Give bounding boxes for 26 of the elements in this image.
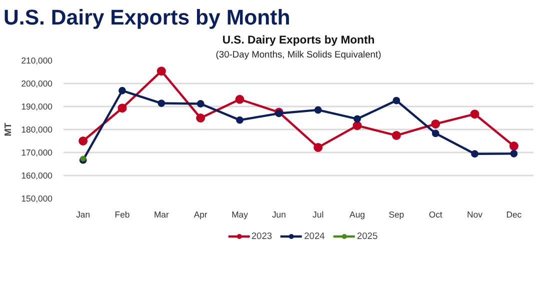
y-tick-label: 190,000 [21, 102, 53, 112]
x-tick-label: May [232, 210, 249, 220]
x-tick-label: Nov [467, 210, 484, 220]
x-tick-label: Jan [76, 210, 90, 220]
chart-title: U.S. Dairy Exports by Month [222, 34, 375, 46]
y-tick-label: 200,000 [21, 78, 53, 88]
x-tick-label: Dec [506, 210, 522, 220]
y-tick-label: 150,000 [21, 194, 53, 204]
x-tick-label: Jun [272, 210, 286, 220]
x-tick-label: Aug [350, 210, 366, 220]
legend-label: 2023 [251, 231, 272, 241]
y-tick-label: 170,000 [21, 148, 53, 158]
chart-subtitle: (30-Day Months, Milk Solids Equivalent) [216, 50, 382, 60]
y-axis-title: MT [3, 122, 14, 136]
text: U.S. Dairy Exports by Month [4, 6, 290, 30]
legend-label: 2024 [304, 231, 325, 241]
y-tick-label: 160,000 [21, 170, 53, 180]
x-tick-label: Sep [388, 210, 404, 220]
legend-label: 2025 [356, 231, 378, 241]
x-tick-label: Apr [194, 210, 208, 220]
x-tick-label: Feb [114, 210, 130, 220]
x-tick-label: Jul [312, 210, 324, 220]
y-tick-label: 210,000 [21, 56, 53, 66]
y-tick-label: 180,000 [21, 124, 53, 134]
x-tick-label: Mar [154, 210, 169, 220]
x-tick-label: Oct [428, 210, 443, 220]
